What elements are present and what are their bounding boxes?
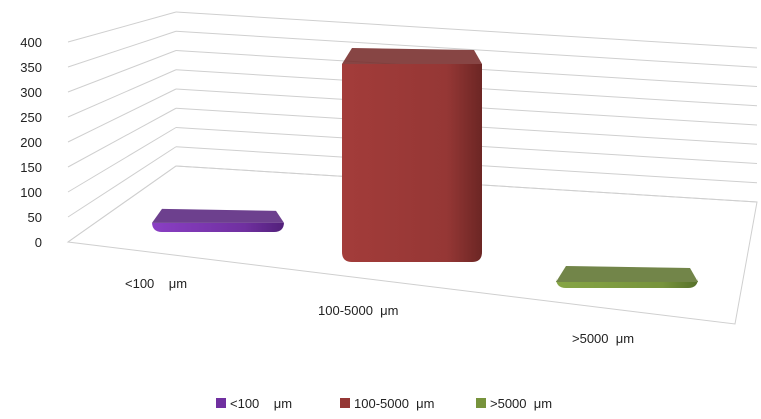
gridline-back	[175, 30, 758, 68]
y-tick-label: 300	[20, 85, 42, 100]
bar-top-shade	[342, 48, 482, 65]
y-tick-label: 50	[28, 210, 42, 225]
gridline-side	[67, 30, 177, 68]
bars	[152, 48, 698, 288]
gridline-side	[67, 11, 177, 43]
bar	[556, 266, 698, 288]
gridline-side	[67, 146, 177, 218]
y-axis: 0 50 100 150 200 250 300 350 400	[20, 35, 42, 250]
legend-swatch	[216, 398, 226, 408]
gridline-side	[67, 50, 177, 93]
category-labels: <100 μm 100-5000 μm >5000 μm	[125, 276, 634, 346]
bar	[152, 208, 284, 232]
gridline-side	[67, 127, 177, 193]
category-label: >5000 μm	[572, 331, 634, 346]
legend: <100 μm 100-5000 μm >5000 μm	[216, 396, 552, 411]
category-label: 100-5000 μm	[318, 303, 398, 318]
bar-front-face	[342, 64, 482, 262]
bar-top-shade	[556, 266, 698, 282]
category-label: <100 μm	[125, 276, 187, 291]
y-tick-label: 350	[20, 60, 42, 75]
gridline-side	[67, 107, 177, 168]
y-tick-label: 250	[20, 110, 42, 125]
legend-label: 100-5000 μm	[354, 396, 434, 411]
y-tick-label: 400	[20, 35, 42, 50]
gridline-back	[175, 11, 758, 49]
y-tick-label: 0	[35, 235, 42, 250]
legend-swatch	[476, 398, 486, 408]
bar-top-shade	[152, 208, 284, 223]
bar	[342, 48, 482, 262]
bar-top-face	[152, 208, 284, 223]
legend-label: <100 μm	[230, 396, 292, 411]
bar-front-face	[152, 222, 284, 232]
gridline-side	[67, 88, 177, 143]
bar-top-face	[342, 48, 482, 65]
floor-outline	[66, 165, 758, 325]
legend-swatch	[340, 398, 350, 408]
chart-floor	[66, 165, 758, 325]
y-tick-label: 200	[20, 135, 42, 150]
y-tick-label: 100	[20, 185, 42, 200]
gridline-side	[67, 69, 177, 118]
legend-label: >5000 μm	[490, 396, 552, 411]
bar-top-face	[556, 266, 698, 282]
bar-front-face	[556, 278, 698, 288]
y-tick-label: 150	[20, 160, 42, 175]
